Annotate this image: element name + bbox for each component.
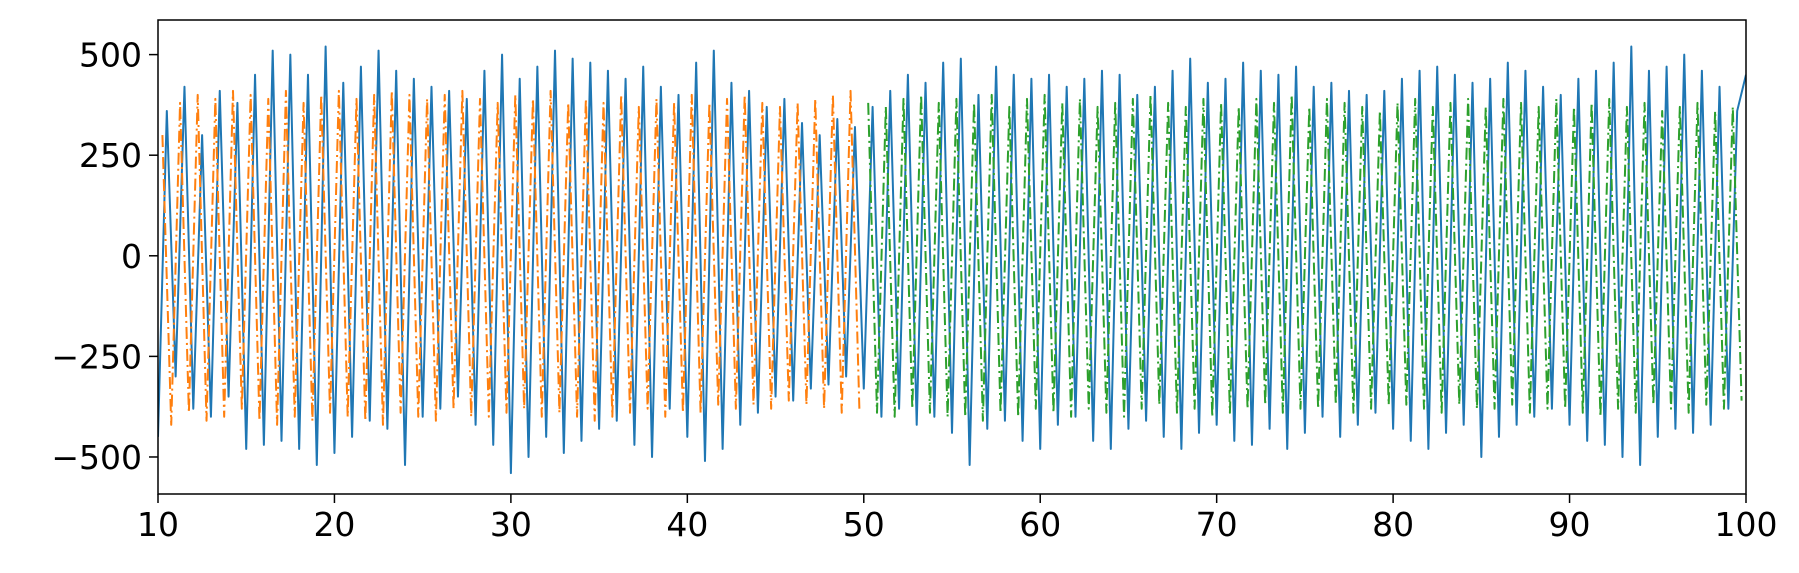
data-line [158, 45, 1746, 475]
x-tick-label: 30 [490, 505, 532, 544]
data-line [161, 89, 861, 426]
x-tick-label: 80 [1372, 505, 1414, 544]
y-tick-label: 250 [79, 136, 142, 175]
y-tick-label: −500 [51, 438, 142, 477]
y-tick-label: 500 [79, 36, 142, 75]
x-tick-label: 70 [1196, 505, 1238, 544]
x-tick-label: 20 [313, 505, 355, 544]
x-tick-label: 90 [1549, 505, 1591, 544]
data-line [867, 93, 1743, 422]
x-tick-label: 50 [843, 505, 885, 544]
x-tick-label: 100 [1715, 505, 1778, 544]
y-tick-label: −250 [51, 337, 142, 376]
x-tick-label: 60 [1019, 505, 1061, 544]
x-tick-label: 10 [137, 505, 179, 544]
y-tick-label: 0 [121, 237, 142, 276]
plot-frame [157, 19, 1747, 495]
plot-area [158, 45, 1746, 475]
x-tick-label: 40 [666, 505, 708, 544]
